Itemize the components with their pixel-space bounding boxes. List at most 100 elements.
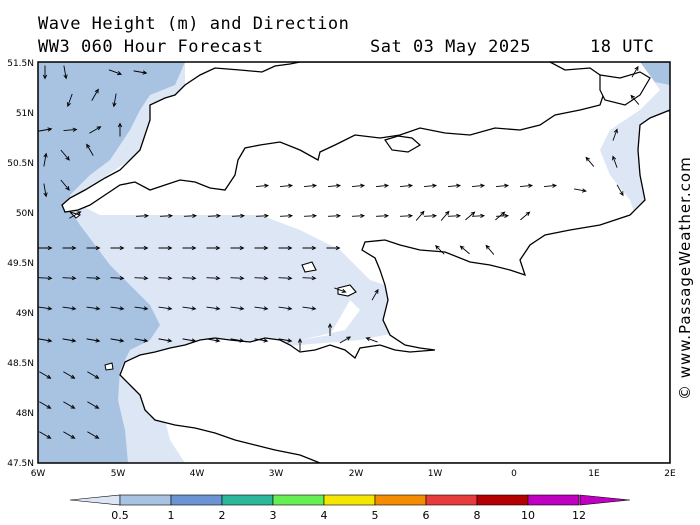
wave-arrow — [182, 338, 197, 343]
wave-arrow — [206, 276, 221, 281]
wave-arrow — [254, 276, 269, 281]
wave-arrow — [495, 183, 510, 188]
wave-arrow — [158, 338, 173, 343]
latitude-labels: 51.5N 51N 50.5N 50N 49.5N 49N 48.5N 48N … — [7, 59, 34, 469]
wave-arrow — [134, 306, 149, 311]
legend-label: 0.5 — [111, 509, 129, 522]
wave-arrow — [279, 183, 294, 188]
wave-arrow — [574, 188, 587, 193]
wave-arrow — [471, 213, 486, 219]
wave-arrow — [60, 179, 70, 191]
wave-arrow — [254, 245, 269, 251]
legend-max-triangle — [579, 494, 631, 506]
land-france — [119, 109, 670, 463]
wave-arrow — [39, 431, 52, 439]
wave-arrow — [62, 245, 77, 251]
wave-arrow — [63, 401, 76, 409]
map-title: Wave Height (m) and Direction — [38, 14, 350, 34]
wave-arrow — [631, 65, 639, 78]
wave-arrow — [302, 276, 317, 281]
legend-color-bin — [374, 494, 427, 506]
lat-label: 48.5N — [7, 359, 34, 369]
legend-label: 8 — [473, 509, 481, 522]
wave-arrow — [630, 94, 640, 105]
wave-arrow — [303, 213, 318, 219]
lon-label: 6W — [31, 469, 46, 479]
lat-label: 49N — [16, 309, 34, 319]
wave-arrow — [38, 127, 53, 132]
wave-arrow — [375, 213, 390, 219]
wave-arrow — [39, 401, 52, 409]
legend-color-bin — [221, 494, 274, 506]
wave-arrow — [182, 276, 197, 281]
wave-arrow — [543, 183, 558, 188]
wave-arrow — [440, 210, 450, 221]
wave-arrow — [302, 306, 317, 311]
wave-arrow — [110, 276, 125, 281]
forecast-model: WW3 060 Hour Forecast — [38, 37, 264, 57]
wave-arrow — [159, 213, 174, 219]
wave-arrow — [158, 306, 173, 311]
wave-arrow — [302, 245, 317, 251]
sea-mid-area — [38, 62, 185, 463]
wave-arrow — [62, 338, 77, 343]
wave-arrow — [351, 183, 366, 188]
wave-arrow — [447, 183, 462, 188]
wave-arrow — [63, 371, 76, 379]
wave-arrow — [158, 276, 173, 281]
wave-arrow — [87, 401, 100, 409]
land-ushant — [104, 362, 114, 371]
wave-arrow — [86, 306, 101, 311]
wave-arrow — [86, 245, 101, 251]
wave-arrow — [278, 338, 293, 343]
legend-label: 3 — [269, 509, 277, 522]
wave-arrow — [327, 213, 342, 219]
lat-label: 49.5N — [7, 259, 34, 269]
wave-arrow — [447, 213, 462, 219]
wave-arrow — [135, 213, 150, 219]
wave-arrow — [158, 245, 173, 251]
sea-calm-brittany-n — [300, 300, 360, 340]
wave-arrow — [255, 183, 270, 188]
wave-arrow — [206, 306, 221, 311]
wave-arrow — [39, 371, 52, 379]
wave-arrow — [110, 245, 125, 251]
wave-arrow — [339, 336, 352, 344]
wave-arrow — [399, 183, 414, 188]
wave-arrow — [230, 306, 245, 311]
land-jersey — [337, 284, 357, 297]
lat-label: 51N — [16, 109, 34, 119]
wave-arrow — [612, 155, 618, 168]
wave-arrow — [62, 276, 77, 281]
wave-arrow — [43, 152, 48, 167]
wave-arrow — [112, 93, 117, 108]
land-england — [61, 62, 606, 213]
longitude-labels: 6W 5W 4W 3W 2W 1W 0 1E 2E — [31, 469, 676, 479]
wave-arrow — [62, 306, 77, 311]
wave-arrow — [585, 156, 595, 167]
wave-arrow — [86, 276, 101, 281]
wave-arrow — [471, 183, 486, 188]
land-kent — [599, 71, 651, 106]
legend-label: 1 — [167, 509, 175, 522]
lon-label: 3W — [269, 469, 284, 479]
wave-arrow — [326, 245, 341, 251]
wave-arrow — [91, 88, 99, 101]
wave-arrow — [86, 143, 94, 156]
wave-arrow — [612, 128, 618, 141]
wave-arrow — [465, 211, 476, 221]
wave-arrow — [63, 65, 68, 80]
wave-arrow — [279, 213, 294, 219]
legend-label: 6 — [422, 509, 430, 522]
wave-arrow — [110, 338, 125, 343]
credit-watermark: © www.PassageWeather.com — [676, 156, 694, 400]
wave-arrow — [134, 276, 149, 281]
wave-arrow — [230, 276, 245, 281]
map-frame — [37, 61, 671, 464]
lat-label: 50N — [16, 209, 34, 219]
legend-color-bin — [425, 494, 478, 506]
wave-arrow — [435, 245, 445, 255]
wave-arrow — [278, 276, 293, 281]
wave-arrow — [415, 210, 425, 221]
